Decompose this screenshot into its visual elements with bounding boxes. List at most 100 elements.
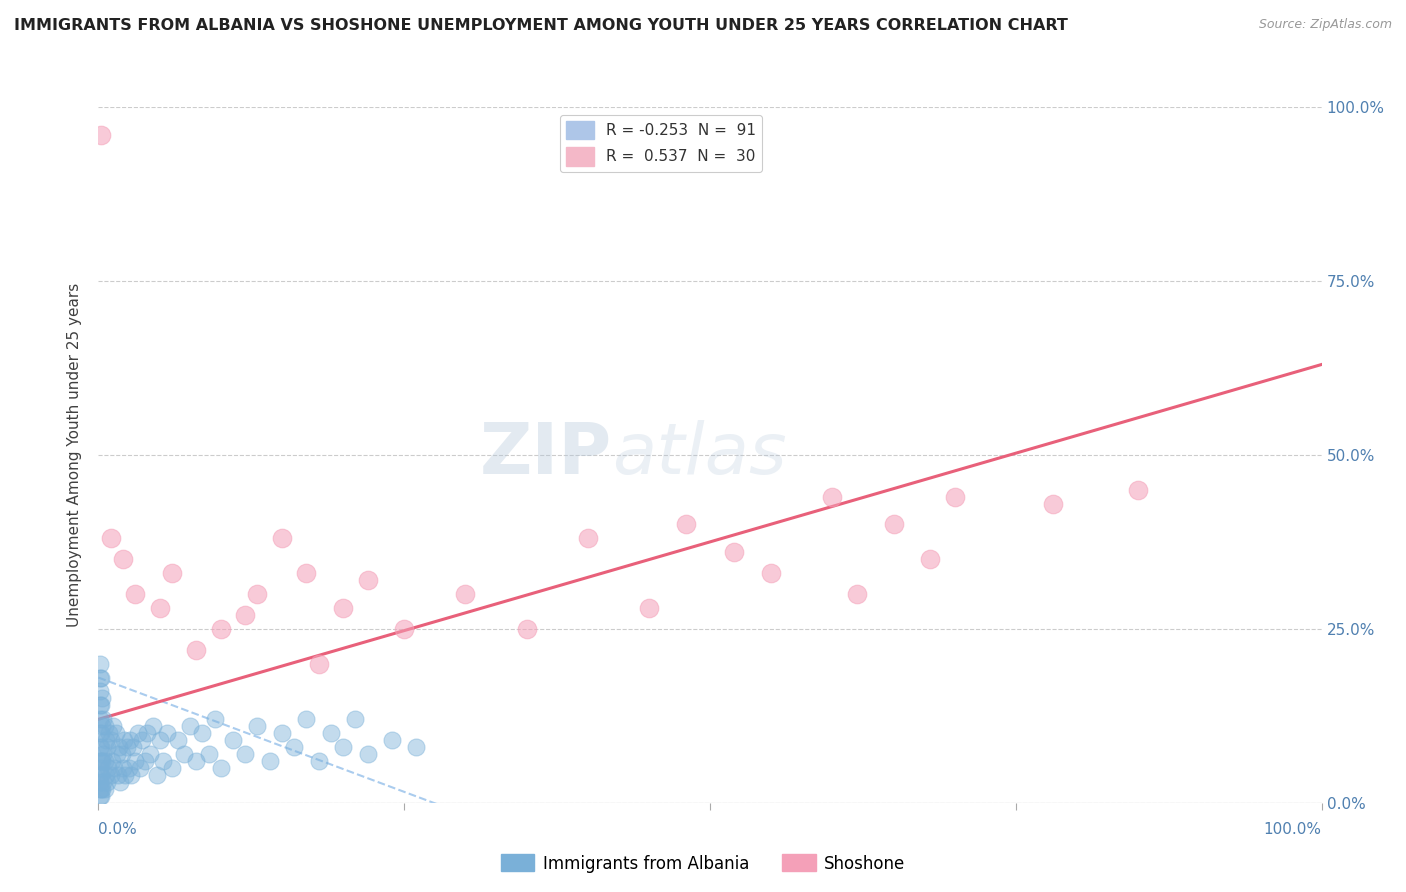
Point bbox=[115, 740, 138, 755]
Point bbox=[152, 754, 174, 768]
Point bbox=[89, 684, 111, 698]
Point bbox=[89, 726, 111, 740]
Point bbox=[149, 601, 172, 615]
Point bbox=[118, 761, 141, 775]
Point bbox=[111, 552, 134, 566]
Point bbox=[259, 754, 281, 768]
Legend: R = -0.253  N =  91, R =  0.537  N =  30: R = -0.253 N = 91, R = 0.537 N = 30 bbox=[560, 115, 762, 172]
Point bbox=[91, 712, 114, 726]
Point bbox=[222, 733, 245, 747]
Point bbox=[129, 761, 152, 775]
Point bbox=[89, 775, 111, 789]
Point bbox=[845, 587, 868, 601]
Text: 0.0%: 0.0% bbox=[98, 822, 138, 837]
Point bbox=[90, 128, 112, 142]
Point bbox=[191, 726, 214, 740]
Point bbox=[89, 768, 111, 782]
Point bbox=[93, 781, 115, 796]
Point bbox=[89, 781, 111, 796]
Point bbox=[723, 545, 745, 559]
Point bbox=[90, 781, 112, 796]
Point bbox=[131, 733, 153, 747]
Point bbox=[344, 712, 367, 726]
Point bbox=[186, 754, 208, 768]
Point bbox=[90, 726, 112, 740]
Point bbox=[167, 733, 190, 747]
Point bbox=[295, 712, 318, 726]
Point bbox=[90, 740, 112, 755]
Point bbox=[156, 726, 179, 740]
Point bbox=[108, 740, 131, 755]
Point bbox=[93, 754, 115, 768]
Point bbox=[121, 740, 143, 755]
Point bbox=[89, 712, 111, 726]
Point bbox=[93, 719, 115, 733]
Point bbox=[139, 747, 162, 761]
Point bbox=[96, 740, 118, 755]
Point bbox=[381, 733, 404, 747]
Point bbox=[1042, 497, 1064, 511]
Point bbox=[246, 587, 269, 601]
Point bbox=[209, 761, 232, 775]
Point bbox=[91, 719, 114, 733]
Point bbox=[233, 607, 256, 622]
Point bbox=[209, 622, 232, 636]
Point bbox=[89, 754, 111, 768]
Point bbox=[576, 532, 599, 546]
Point bbox=[107, 768, 129, 782]
Point bbox=[90, 768, 112, 782]
Point bbox=[356, 573, 378, 587]
Point bbox=[120, 733, 142, 747]
Point bbox=[142, 719, 165, 733]
Point bbox=[96, 775, 118, 789]
Point bbox=[332, 601, 354, 615]
Point bbox=[197, 747, 219, 761]
Point bbox=[186, 642, 208, 657]
Point bbox=[89, 657, 111, 671]
Point bbox=[94, 733, 117, 747]
Point bbox=[101, 754, 124, 768]
Point bbox=[94, 768, 117, 782]
Point bbox=[100, 768, 122, 782]
Point bbox=[120, 768, 142, 782]
Point bbox=[160, 761, 183, 775]
Point bbox=[283, 740, 305, 755]
Point bbox=[943, 490, 966, 504]
Point bbox=[319, 726, 342, 740]
Point bbox=[89, 698, 111, 713]
Point bbox=[160, 566, 183, 581]
Point bbox=[100, 532, 122, 546]
Point bbox=[149, 733, 172, 747]
Point bbox=[110, 775, 132, 789]
Point bbox=[515, 622, 537, 636]
Point bbox=[405, 740, 427, 755]
Point bbox=[111, 761, 134, 775]
Point bbox=[127, 726, 149, 740]
Point bbox=[90, 754, 112, 768]
Point bbox=[90, 698, 112, 713]
Point bbox=[97, 761, 120, 775]
Point bbox=[454, 587, 477, 601]
Text: atlas: atlas bbox=[612, 420, 787, 490]
Point bbox=[308, 754, 330, 768]
Point bbox=[173, 747, 195, 761]
Point bbox=[89, 671, 111, 685]
Point bbox=[920, 552, 942, 566]
Point bbox=[101, 719, 124, 733]
Point bbox=[91, 781, 114, 796]
Point bbox=[103, 761, 125, 775]
Point bbox=[179, 719, 201, 733]
Point bbox=[270, 726, 294, 740]
Point bbox=[89, 761, 111, 775]
Point bbox=[233, 747, 256, 761]
Point bbox=[91, 747, 114, 761]
Point bbox=[356, 747, 378, 761]
Point bbox=[246, 719, 269, 733]
Text: ZIP: ZIP bbox=[479, 420, 612, 490]
Point bbox=[295, 566, 318, 581]
Y-axis label: Unemployment Among Youth under 25 years: Unemployment Among Youth under 25 years bbox=[67, 283, 83, 627]
Point bbox=[392, 622, 416, 636]
Point bbox=[821, 490, 844, 504]
Text: Source: ZipAtlas.com: Source: ZipAtlas.com bbox=[1258, 18, 1392, 31]
Point bbox=[98, 726, 121, 740]
